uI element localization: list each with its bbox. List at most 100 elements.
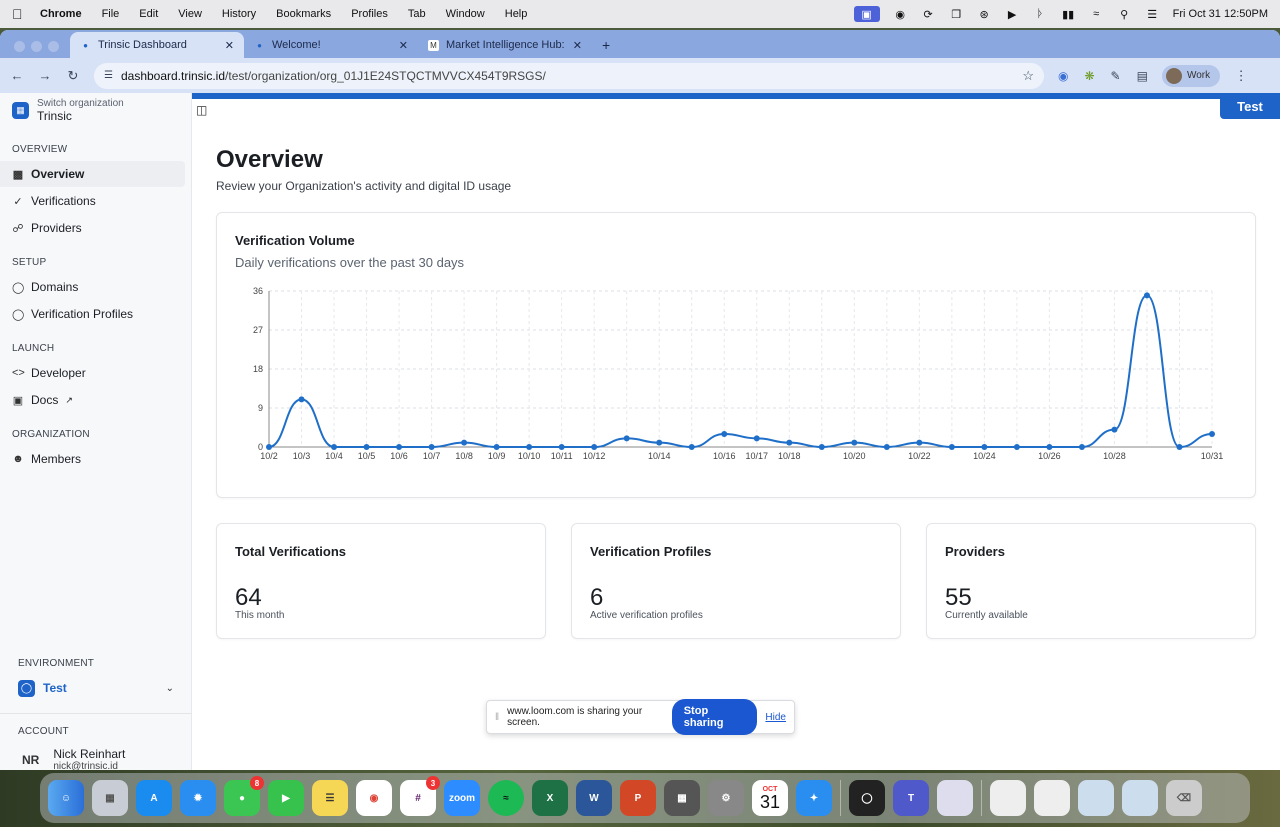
x-tick-label: 10/9 bbox=[488, 451, 506, 461]
close-tab-icon[interactable]: ✕ bbox=[398, 39, 408, 52]
series-line bbox=[268, 294, 1213, 449]
zoom-window-button[interactable] bbox=[48, 41, 59, 52]
screen-share-icon[interactable]: ▣ bbox=[853, 6, 880, 22]
spotify-icon[interactable]: ≈ bbox=[488, 780, 524, 816]
control-center-icon[interactable]: ☰ bbox=[1147, 8, 1158, 21]
powerpoint-icon[interactable]: P bbox=[620, 780, 656, 816]
x-tick-label: 10/2 bbox=[260, 451, 278, 461]
launchpad-icon[interactable]: ▦ bbox=[92, 780, 128, 816]
sidebar-item-members[interactable]: ☻ Members bbox=[0, 446, 185, 472]
menu-view[interactable]: View bbox=[178, 8, 202, 20]
menu-chrome[interactable]: Chrome bbox=[40, 8, 82, 20]
sidebar-item-docs[interactable]: ▣ Docs ↗ bbox=[0, 387, 185, 413]
y-tick-label: 9 bbox=[258, 403, 263, 413]
back-icon[interactable]: ← bbox=[10, 68, 24, 83]
external-link-icon: ↗ bbox=[65, 394, 73, 405]
tab-trinsic-dashboard[interactable]: ● Trinsic Dashboard ✕ bbox=[70, 32, 244, 58]
xcode-icon[interactable]: ✦ bbox=[796, 780, 832, 816]
onepassword-icon[interactable]: ◉ bbox=[895, 8, 905, 21]
close-tab-icon[interactable]: ✕ bbox=[224, 39, 234, 52]
downloads-icon[interactable] bbox=[1034, 780, 1070, 816]
sidebar-item-verification-profiles[interactable]: ◯ Verification Profiles bbox=[0, 301, 185, 327]
wifi-icon[interactable]: ≈ bbox=[1093, 8, 1100, 20]
profile-button[interactable]: Work bbox=[1161, 64, 1221, 87]
finder-icon[interactable]: ☺ bbox=[48, 780, 84, 816]
tab-market-intelligence[interactable]: M Market Intelligence Hub: Ava ✕ bbox=[418, 32, 592, 58]
apple-icon[interactable]:  bbox=[12, 6, 40, 22]
sidebar-toggle-icon[interactable]: ◫ bbox=[196, 103, 208, 117]
calculator-icon[interactable]: ▦ bbox=[664, 780, 700, 816]
tab-title: Welcome! bbox=[272, 39, 321, 51]
word-icon[interactable]: W bbox=[576, 780, 612, 816]
code-icon: <> bbox=[12, 367, 25, 379]
facetime-icon[interactable]: ▶ bbox=[268, 780, 304, 816]
drag-handle-icon[interactable]: ‖ bbox=[495, 711, 500, 723]
zoom-icon[interactable]: zoom bbox=[444, 780, 480, 816]
menubar-clock[interactable]: Fri Oct 31 12:50PM bbox=[1172, 8, 1268, 20]
sidebar-item-providers[interactable]: ☍ Providers bbox=[0, 215, 185, 241]
slack-icon[interactable]: #3 bbox=[400, 776, 440, 816]
menu-tab[interactable]: Tab bbox=[407, 8, 426, 20]
account-menu[interactable]: NR Nick Reinhart nick@trinsic.id bbox=[0, 747, 192, 770]
menu-file[interactable]: File bbox=[101, 8, 120, 20]
reload-icon[interactable]: ↻ bbox=[67, 67, 79, 83]
chrome-icon[interactable]: ◉ bbox=[356, 780, 392, 816]
notes-icon[interactable]: ☰ bbox=[312, 780, 348, 816]
safari-icon[interactable]: ✹ bbox=[180, 780, 216, 816]
loom-icon[interactable]: ⟳ bbox=[923, 8, 933, 21]
data-point bbox=[1013, 444, 1020, 450]
minimize-window-button[interactable] bbox=[31, 41, 42, 52]
stat-title: Verification Profiles bbox=[590, 544, 712, 559]
system-settings-icon[interactable]: ⚙ bbox=[708, 780, 744, 816]
data-point bbox=[1176, 444, 1183, 450]
tab-search-icon[interactable]: ▤ bbox=[1136, 68, 1148, 83]
excel-icon[interactable]: X bbox=[532, 780, 568, 816]
check-circle-icon: ✓ bbox=[13, 195, 23, 208]
onepassword-extension-icon[interactable]: ◉ bbox=[1058, 68, 1069, 83]
preview-icon[interactable] bbox=[937, 780, 973, 816]
menu-help[interactable]: Help bbox=[504, 8, 528, 20]
site-info-icon[interactable]: ☰ bbox=[104, 70, 113, 81]
app-store-icon[interactable]: A bbox=[136, 780, 172, 816]
menu-history[interactable]: History bbox=[221, 8, 257, 20]
x-tick-label: 10/16 bbox=[713, 451, 736, 461]
windows-icon[interactable]: ❐ bbox=[951, 8, 962, 21]
screenshot-icon[interactable] bbox=[1078, 780, 1114, 816]
data-point bbox=[526, 444, 533, 450]
forward-icon[interactable]: → bbox=[38, 68, 52, 83]
new-tab-button[interactable]: + bbox=[602, 37, 611, 53]
sidebar-item-developer[interactable]: <> Developer bbox=[0, 360, 185, 386]
menu-bookmarks[interactable]: Bookmarks bbox=[276, 8, 332, 20]
quicktime-icon[interactable]: ◯ bbox=[849, 780, 885, 816]
green-extension-icon[interactable]: ❋ bbox=[1084, 68, 1095, 83]
sidebar-item-domains[interactable]: ◯ Domains bbox=[0, 274, 185, 300]
close-window-button[interactable] bbox=[14, 41, 25, 52]
play-icon[interactable]: ▶ bbox=[1007, 8, 1017, 21]
macos-dock: ☺ ▦ A ✹ ● 8 ▶ ☰ ◉ #3 zoom ≈ X W P ▦ ⚙ OCT… bbox=[40, 773, 1250, 823]
menu-profiles[interactable]: Profiles bbox=[351, 8, 388, 20]
address-bar[interactable]: ☰ dashboard.trinsic.id /test/organizatio… bbox=[94, 62, 1044, 89]
chrome-menu-icon[interactable]: ⋮ bbox=[1234, 67, 1248, 83]
screenshot-icon[interactable] bbox=[1122, 780, 1158, 816]
calendar-icon[interactable]: OCT 31 bbox=[752, 780, 788, 816]
spotlight-icon[interactable]: ⚲ bbox=[1120, 8, 1129, 21]
tab-welcome[interactable]: ● Welcome! ✕ bbox=[244, 32, 418, 58]
sidebar-item-overview[interactable]: ▩ Overview bbox=[0, 161, 185, 187]
menu-window[interactable]: Window bbox=[445, 8, 485, 20]
org-switcher[interactable]: ▦ Switch organization Trinsic bbox=[0, 93, 191, 128]
bluetooth-icon[interactable]: ᚦ bbox=[1036, 8, 1044, 20]
environment-select[interactable]: ◯ Test ⌄ bbox=[18, 677, 174, 699]
hide-banner-link[interactable]: Hide bbox=[765, 711, 786, 723]
trash-icon[interactable]: ⌫ bbox=[1166, 780, 1202, 816]
menu-edit[interactable]: Edit bbox=[139, 8, 159, 20]
extensions-puzzle-icon[interactable]: ✎ bbox=[1110, 68, 1121, 83]
airdrop-icon[interactable]: ⊛ bbox=[979, 8, 989, 21]
battery-icon[interactable]: ▮▮ bbox=[1062, 8, 1075, 21]
document-icon[interactable] bbox=[990, 780, 1026, 816]
teams-icon[interactable]: T bbox=[893, 780, 929, 816]
sidebar-item-verifications[interactable]: ✓ Verifications bbox=[0, 188, 185, 214]
messages-icon[interactable]: ● 8 bbox=[224, 776, 264, 816]
close-tab-icon[interactable]: ✕ bbox=[572, 39, 582, 52]
stop-sharing-button[interactable]: Stop sharing bbox=[671, 699, 758, 735]
bookmark-star-icon[interactable]: ☆ bbox=[1022, 67, 1034, 83]
